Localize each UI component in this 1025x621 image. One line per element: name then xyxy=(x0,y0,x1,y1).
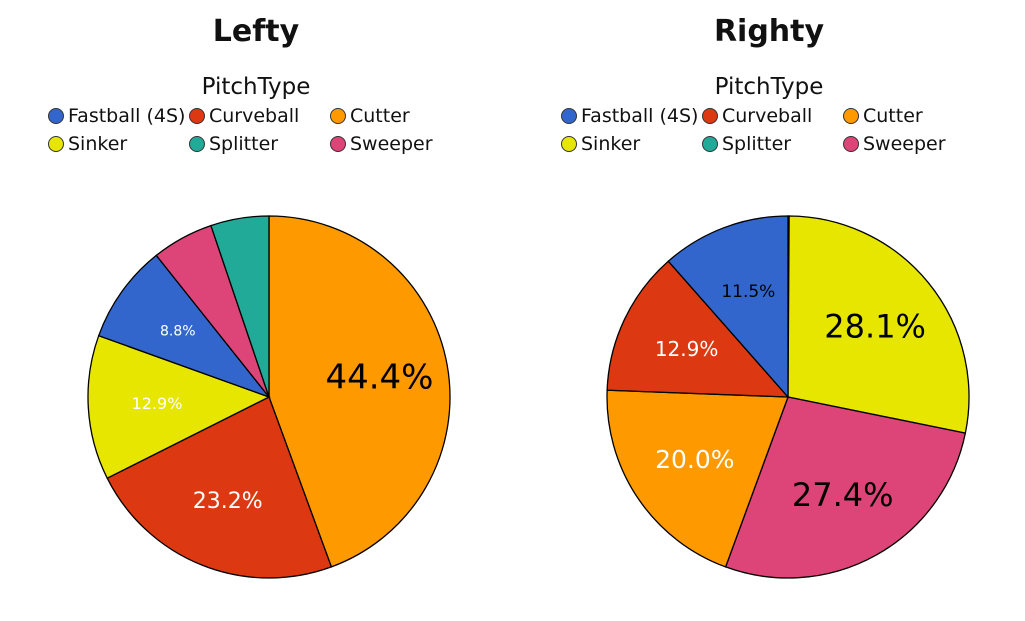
legend-label: Fastball (4S) xyxy=(68,105,186,127)
legend-label: Sinker xyxy=(581,133,641,155)
legend: Fastball (4S) Curveball Cutter Sinker Splitt… xyxy=(48,103,488,161)
legend-item: Cutter xyxy=(843,103,923,129)
pie-slice-splitter xyxy=(210,215,270,398)
legend-swatch xyxy=(561,136,577,152)
pie-chart: 44.4% 23.2% 12.9% 8.8% xyxy=(87,215,451,579)
legend-item: Sweeper xyxy=(330,131,433,157)
lefty-panel: Lefty PitchType Fastball (4S) Curveball Cu… xyxy=(0,0,512,621)
legend: Fastball (4S) Curveball Cutter Sinker Splitt… xyxy=(561,103,1001,161)
legend-swatch xyxy=(843,136,859,152)
data-label: 28.1% xyxy=(824,307,926,345)
pie-slice-fastball-4s xyxy=(97,254,271,399)
legend-item: Sweeper xyxy=(843,131,946,157)
pie-chart: 28.1% 27.4% 20.0% 12.9% 11.5% xyxy=(606,215,970,579)
legend-label: Fastball (4S) xyxy=(581,105,699,127)
data-label: 44.4% xyxy=(325,357,433,397)
legend-label: Cutter xyxy=(350,105,410,127)
legend-label: Curveball xyxy=(209,105,300,127)
legend-swatch xyxy=(843,108,859,124)
legend-item: Curveball xyxy=(702,103,812,129)
legend-swatch xyxy=(561,108,577,124)
chart-title: Lefty xyxy=(212,14,300,49)
data-label: 12.9% xyxy=(655,337,719,361)
legend-swatch xyxy=(48,136,64,152)
legend-swatch xyxy=(702,108,718,124)
legend-label: Sweeper xyxy=(863,133,946,155)
data-label: 8.8% xyxy=(160,324,196,340)
pie-slice-sinker xyxy=(87,334,271,480)
legend-swatch xyxy=(702,136,718,152)
chart-title: Righty xyxy=(713,14,825,49)
legend-label: Cutter xyxy=(863,105,923,127)
legend-item: Fastball (4S) xyxy=(561,103,698,129)
legend-label: Splitter xyxy=(722,133,792,155)
legend-swatch xyxy=(189,108,205,124)
legend-title: PitchType xyxy=(714,74,824,100)
pie-slice-curveball xyxy=(106,396,333,579)
pie-slice-curveball xyxy=(606,260,790,398)
righty-panel: Righty PitchType Fastball (4S) Curveball C… xyxy=(513,0,1025,621)
legend-swatch xyxy=(189,136,205,152)
data-label: 20.0% xyxy=(655,445,734,474)
data-label: 12.9% xyxy=(132,394,183,413)
pie-slice-cutter xyxy=(268,215,451,568)
legend-item: Splitter xyxy=(702,131,791,157)
pie-slice-fastball-4s xyxy=(667,215,789,399)
legend-item: Sinker xyxy=(48,131,127,157)
legend-label: Curveball xyxy=(722,105,813,127)
pie-slice-sinker xyxy=(787,215,970,434)
pie-slice-sweeper xyxy=(724,396,967,579)
legend-swatch xyxy=(330,136,346,152)
data-label: 11.5% xyxy=(721,282,775,302)
legend-title: PitchType xyxy=(201,74,311,100)
legend-item: Curveball xyxy=(189,103,299,129)
legend-label: Sweeper xyxy=(350,133,433,155)
legend-label: Sinker xyxy=(68,133,128,155)
data-label: 27.4% xyxy=(792,476,894,514)
legend-item: Cutter xyxy=(330,103,410,129)
legend-item: Fastball (4S) xyxy=(48,103,185,129)
legend-label: Splitter xyxy=(209,133,279,155)
legend-swatch xyxy=(48,108,64,124)
legend-swatch xyxy=(330,108,346,124)
data-label: 23.2% xyxy=(193,489,263,514)
legend-item: Sinker xyxy=(561,131,640,157)
legend-item: Splitter xyxy=(189,131,278,157)
pie-slice-cutter xyxy=(606,389,789,568)
